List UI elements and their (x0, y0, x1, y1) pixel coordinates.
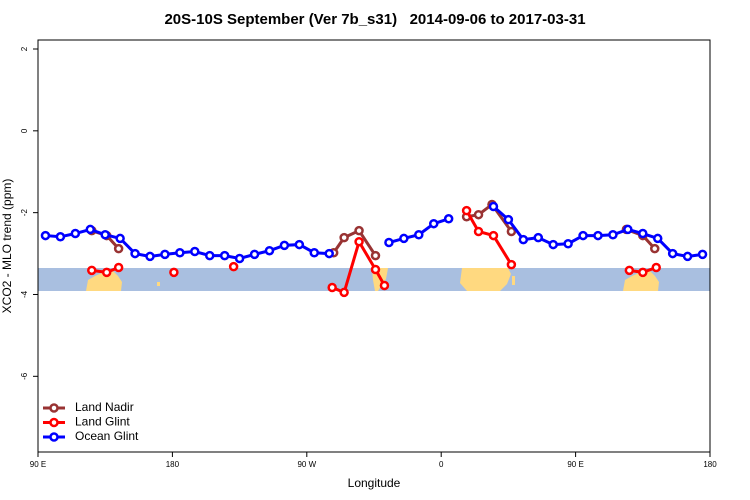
x-tick-label: 90 W (297, 460, 316, 469)
y-tick-label: -6 (20, 372, 29, 380)
point (190, 246, 200, 257)
point (354, 225, 364, 236)
point (638, 267, 648, 278)
point (324, 248, 334, 259)
point (175, 248, 185, 258)
point (428, 218, 439, 229)
point (101, 267, 112, 278)
point (55, 232, 66, 242)
point (113, 243, 124, 254)
point (638, 228, 648, 239)
point (667, 248, 678, 259)
point (443, 214, 454, 224)
point (327, 282, 337, 293)
point (279, 240, 290, 251)
point (682, 251, 693, 262)
y-tick-label: 0 (20, 128, 29, 133)
map-strip (38, 268, 710, 291)
x-tick-label: 180 (166, 460, 180, 469)
point (249, 249, 260, 260)
point (548, 239, 558, 250)
point (473, 209, 484, 220)
x-axis-label: Longitude (348, 476, 401, 490)
point (85, 224, 96, 235)
x-tick-label: 0 (439, 460, 444, 469)
point (578, 230, 588, 241)
point (624, 265, 635, 276)
point (473, 226, 484, 237)
point (697, 249, 708, 260)
land (157, 282, 160, 286)
point (145, 251, 155, 262)
x-tick-label: 90 E (30, 460, 46, 469)
point (503, 214, 514, 225)
point (518, 234, 529, 245)
point (339, 232, 349, 243)
plot-frame (37, 39, 711, 453)
land (623, 270, 659, 291)
point (115, 233, 125, 244)
point (593, 230, 603, 241)
point (130, 248, 140, 259)
point (339, 287, 349, 298)
chart-title: 20S-10S September (Ver 7b_s31) 2014-09-0… (164, 11, 585, 28)
point (370, 264, 381, 275)
legend-marker (49, 432, 59, 442)
point (219, 250, 230, 261)
point (100, 229, 110, 240)
point (160, 249, 170, 260)
point (651, 262, 661, 273)
y-tick-label: -4 (20, 290, 29, 298)
legend-label: Ocean Glint (75, 429, 139, 443)
legend-item: Ocean Glint (43, 429, 139, 443)
legend-marker (49, 403, 59, 413)
point (414, 229, 424, 240)
point (506, 226, 517, 237)
point (461, 205, 472, 216)
point (506, 259, 517, 270)
y-axis-label: XCO2 - MLO trend (ppm) (0, 179, 14, 314)
point (264, 245, 275, 256)
point (623, 224, 633, 235)
point (649, 243, 660, 254)
point (169, 267, 179, 278)
point (204, 250, 215, 261)
point (228, 261, 239, 272)
point (354, 236, 364, 247)
point (370, 250, 381, 261)
point (70, 228, 81, 239)
legend-item: Land Glint (43, 415, 130, 429)
legend-label: Land Glint (75, 415, 130, 429)
point (533, 232, 544, 243)
point (563, 238, 573, 249)
land (460, 268, 511, 291)
x-tick-label: 180 (703, 460, 717, 469)
point (608, 229, 618, 240)
point (652, 233, 663, 244)
y-tick-label: 2 (20, 46, 29, 51)
legend-item: Land Nadir (43, 400, 134, 414)
x-tick-label: 90 E (567, 460, 583, 469)
point (488, 230, 499, 241)
point (384, 237, 394, 248)
point (113, 262, 124, 273)
point (379, 280, 390, 291)
legend-label: Land Nadir (75, 400, 134, 414)
point (309, 248, 320, 258)
point (87, 265, 97, 276)
legend-marker (49, 417, 59, 428)
land (86, 270, 122, 291)
point (294, 239, 305, 250)
y-tick-label: -2 (20, 209, 29, 217)
point (399, 233, 409, 244)
land (512, 276, 515, 285)
point (40, 230, 51, 241)
point (488, 201, 499, 212)
point (234, 253, 245, 264)
